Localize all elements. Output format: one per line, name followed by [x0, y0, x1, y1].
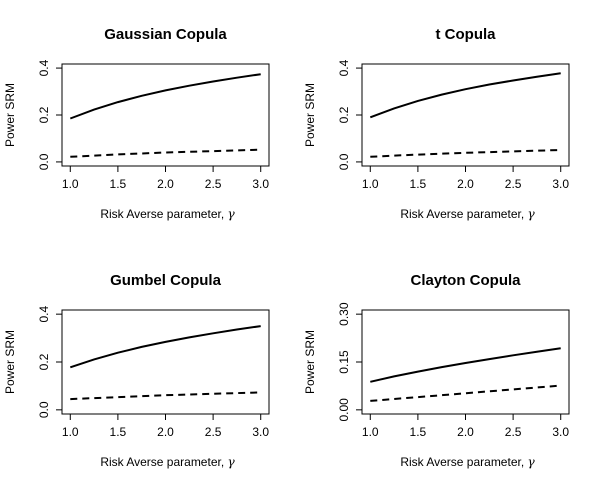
y-tick-label: 0.2 — [337, 106, 351, 123]
plot-frame — [361, 63, 570, 167]
chart-title: Clayton Copula — [410, 272, 521, 289]
y-tick-label: 0.30 — [337, 302, 351, 326]
x-tick-label: 2.5 — [205, 177, 222, 191]
x-tick-label: 1.0 — [362, 425, 379, 439]
plot-frame — [61, 309, 270, 415]
x-tick-label: 3.0 — [552, 425, 569, 439]
x-tick-label: 1.0 — [62, 177, 79, 191]
x-tick-label: 2.0 — [157, 177, 174, 191]
series-line-solid — [69, 325, 261, 369]
y-tick-label: 0.0 — [37, 153, 51, 170]
y-tick-label: 0.2 — [37, 353, 51, 370]
x-tick-label: 3.0 — [252, 177, 269, 191]
x-axis-label: Risk Averse parameter, γ — [400, 207, 535, 221]
x-tick-label: 1.0 — [62, 425, 79, 439]
series-line-dashed — [70, 391, 261, 401]
chart-title: Gaussian Copula — [104, 26, 227, 43]
chart-panel-4: Clayton Copula 1.0 1.5 2.0 2.5 3.0 0.00 0.15 0.3… — [303, 272, 570, 469]
x-axis-label: Risk Averse parameter, γ — [100, 455, 235, 469]
x-tick-label: 2.5 — [205, 425, 222, 439]
chart-title: t Copula — [436, 26, 497, 43]
series-line-solid — [370, 347, 561, 383]
y-axis-label: Power SRM — [3, 330, 17, 394]
y-tick-label: 0.2 — [37, 106, 51, 123]
series-line-dashed — [370, 149, 561, 158]
x-tick-label: 2.5 — [505, 177, 522, 191]
y-axis-label: Power SRM — [303, 330, 317, 394]
y-tick-label: 0.4 — [337, 59, 351, 76]
chart-panel-2: t Copula 1.0 1.5 2.0 2.5 3.0 0.0 0.2 0.4 Risk Ave… — [303, 26, 570, 221]
x-tick-label: 1.5 — [110, 425, 127, 439]
x-tick-label: 1.5 — [410, 425, 427, 439]
plot-frame — [61, 63, 270, 167]
x-tick-label: 1.0 — [362, 177, 379, 191]
x-tick-label: 2.0 — [457, 177, 474, 191]
x-tick-label: 3.0 — [252, 425, 269, 439]
y-axis-label: Power SRM — [303, 83, 317, 147]
x-tick-label: 2.0 — [457, 425, 474, 439]
y-tick-label: 0.4 — [37, 305, 51, 322]
y-tick-label: 0.4 — [37, 59, 51, 76]
series-line-dashed — [370, 384, 561, 402]
x-tick-label: 1.5 — [110, 177, 127, 191]
y-tick-label: 0.00 — [337, 398, 351, 422]
x-tick-label: 2.5 — [505, 425, 522, 439]
y-tick-label: 0.0 — [37, 401, 51, 418]
chart-title: Gumbel Copula — [110, 272, 221, 289]
chart-panel-1: Gaussian Copula 1.0 1.5 2.0 2.5 3.0 0.0 0.2 0.4 R… — [3, 26, 270, 221]
series-line-dashed — [70, 148, 261, 158]
series-line-solid — [369, 72, 561, 119]
x-tick-label: 3.0 — [552, 177, 569, 191]
chart-panel-3: Gumbel Copula 1.0 1.5 2.0 2.5 3.0 0.0 0.2 0.4 Ris… — [3, 272, 270, 469]
x-axis-label: Risk Averse parameter, γ — [400, 455, 535, 469]
series-line-solid — [69, 73, 261, 120]
y-axis-label: Power SRM — [3, 83, 17, 147]
x-tick-label: 1.5 — [410, 177, 427, 191]
x-axis-label: Risk Averse parameter, γ — [100, 207, 235, 221]
y-tick-label: 0.15 — [337, 350, 351, 374]
x-tick-label: 2.0 — [157, 425, 174, 439]
y-tick-label: 0.0 — [337, 153, 351, 170]
